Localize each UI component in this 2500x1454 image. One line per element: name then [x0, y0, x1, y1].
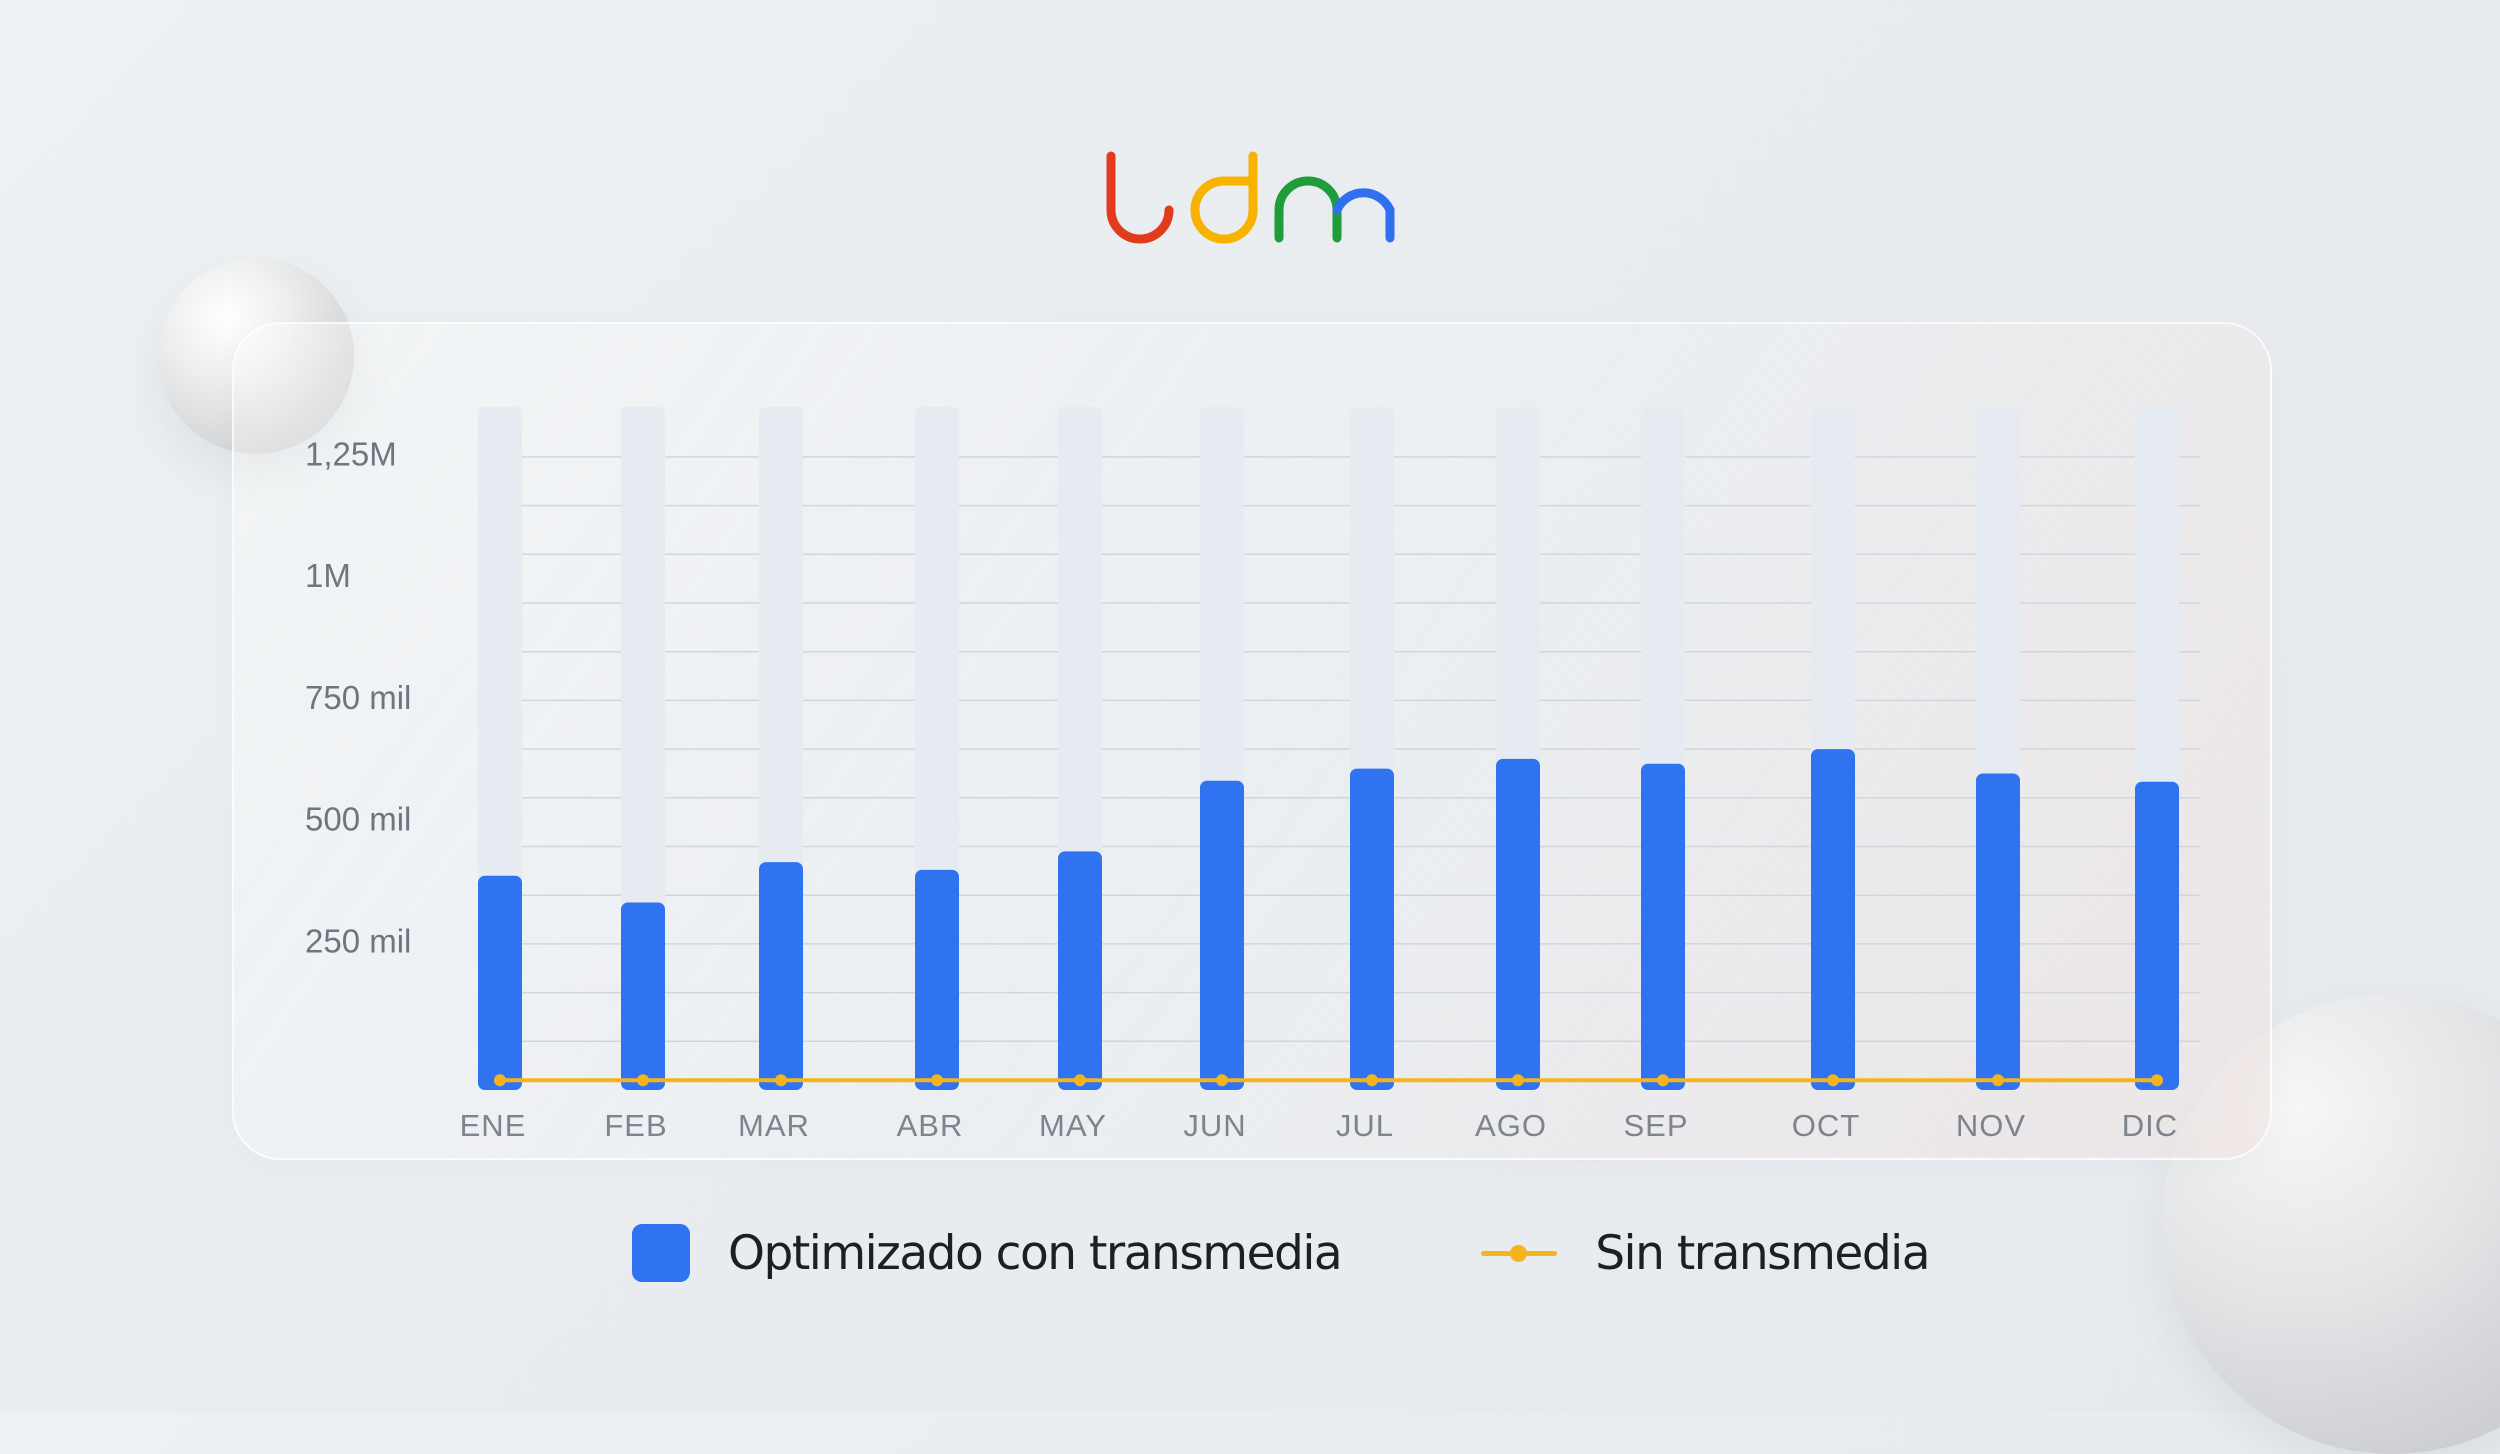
- y-axis-labels: 250 mil 500 mil 750 mil 1M 1,25M: [305, 435, 411, 959]
- legend-item-line: Sin transmedia: [1481, 1224, 1931, 1282]
- x-tick-label: ENE: [460, 1108, 527, 1143]
- y-tick-label: 250 mil: [305, 922, 411, 959]
- line-point: [1512, 1074, 1524, 1087]
- line-point: [931, 1074, 943, 1087]
- legend: Optimizado con transmedia Sin transmedia: [632, 1218, 1931, 1288]
- udm-logo: [1106, 151, 1395, 244]
- x-axis-labels: ENE FEB MAR ABR MAY JUN JUL AGO SEP OCT NOV DIC: [460, 1108, 2178, 1143]
- legend-bar-label: Optimizado con transmedia: [728, 1225, 1343, 1281]
- bar: [1496, 758, 1540, 1090]
- line-point: [1366, 1074, 1378, 1087]
- x-tick-label: JUL: [1336, 1108, 1394, 1143]
- line-point: [775, 1074, 787, 1087]
- bar-chart: 250 mil 500 mil 750 mil 1M 1,25M ENE FEB MAR AB…: [305, 407, 2200, 1143]
- line-point: [1657, 1074, 1669, 1087]
- bar: [1976, 773, 2020, 1090]
- y-tick-label: 1,25M: [305, 435, 397, 472]
- bar: [478, 875, 522, 1090]
- line-series: [494, 1074, 2163, 1087]
- bar: [1641, 763, 1685, 1090]
- line-point: [494, 1074, 506, 1087]
- line-point: [1992, 1074, 2004, 1087]
- x-tick-label: OCT: [1792, 1108, 1860, 1143]
- legend-line-swatch: [1481, 1224, 1558, 1282]
- chart-card: [232, 322, 2272, 1160]
- x-tick-label: MAY: [1039, 1108, 1107, 1143]
- line-point: [1216, 1074, 1228, 1087]
- bar: [2135, 781, 2179, 1090]
- x-tick-label: ABR: [897, 1108, 964, 1143]
- line-point: [637, 1074, 649, 1087]
- bar: [1811, 749, 1855, 1090]
- x-tick-label: SEP: [1623, 1108, 1688, 1143]
- bar: [1200, 780, 1244, 1090]
- legend-item-bar: Optimizado con transmedia: [632, 1224, 1343, 1282]
- line-point: [1074, 1074, 1086, 1087]
- legend-bar-swatch: [632, 1224, 690, 1282]
- line-point: [1827, 1074, 1839, 1087]
- x-tick-label: AGO: [1475, 1108, 1547, 1143]
- x-tick-label: FEB: [604, 1108, 667, 1143]
- legend-line-label: Sin transmedia: [1595, 1225, 1930, 1281]
- x-tick-label: DIC: [2122, 1108, 2178, 1143]
- x-tick-label: NOV: [1956, 1108, 2026, 1143]
- y-tick-label: 500 mil: [305, 801, 411, 838]
- bar: [1058, 851, 1102, 1090]
- bars: [478, 749, 2179, 1090]
- bar: [915, 869, 959, 1090]
- bar: [621, 902, 665, 1090]
- y-tick-label: 750 mil: [305, 679, 411, 716]
- line-point: [2151, 1074, 2163, 1087]
- bar: [1350, 768, 1394, 1090]
- x-tick-label: JUN: [1183, 1108, 1246, 1143]
- bar: [759, 862, 803, 1090]
- x-tick-label: MAR: [738, 1108, 810, 1143]
- y-tick-label: 1M: [305, 557, 351, 594]
